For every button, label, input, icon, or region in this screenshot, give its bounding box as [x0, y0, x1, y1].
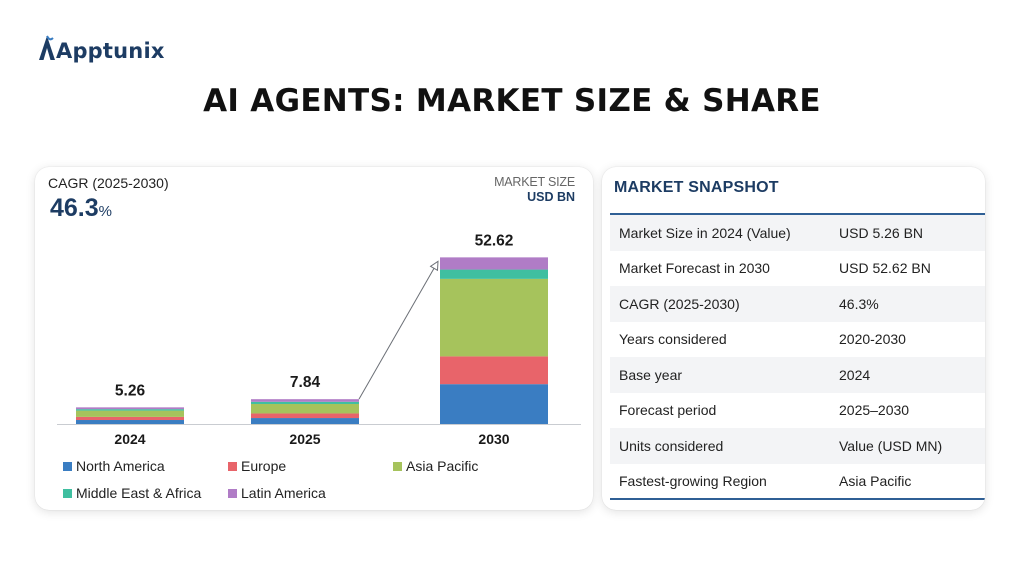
bar-segment — [440, 269, 548, 279]
snapshot-value: USD 5.26 BN — [839, 224, 924, 241]
legend-label: Middle East & Africa — [76, 485, 202, 501]
snapshot-value: 2020-2030 — [839, 331, 906, 348]
snapshot-title: MARKET SNAPSHOT — [614, 179, 779, 196]
brand-logo: Apptunix — [38, 30, 165, 64]
legend-item: Latin America — [228, 485, 326, 501]
trend-arrow-line — [358, 261, 439, 400]
bar-segment — [76, 420, 184, 424]
bar-segment — [440, 278, 548, 357]
cagr-label: CAGR (2025-2030) — [48, 175, 169, 191]
legend-label: Latin America — [241, 485, 326, 501]
market-size-unit: USD BN — [527, 190, 575, 204]
legend-label: Asia Pacific — [406, 458, 479, 474]
snapshot-key: Base year — [619, 366, 683, 383]
snapshot-top-rule — [610, 213, 985, 215]
market-snapshot-card: MARKET SNAPSHOT Market Size in 2024 (Val… — [602, 167, 985, 510]
legend-swatch — [228, 461, 237, 471]
bar-total-label: 7.84 — [290, 374, 321, 391]
trend-arrow-head-icon — [429, 260, 439, 272]
snapshot-key: Units considered — [619, 437, 724, 454]
snapshot-key: Market Size in 2024 (Value) — [619, 224, 791, 241]
snapshot-key: Fastest-growing Region — [619, 473, 767, 490]
table-row: Market Forecast in 2030 USD 52.62 BN — [610, 250, 985, 286]
legend-swatch — [393, 461, 402, 471]
bar-segment — [76, 409, 184, 411]
bar-segment — [251, 418, 359, 424]
bar-segment — [440, 356, 548, 385]
bar-total-label: 5.26 — [115, 382, 146, 399]
snapshot-key: Market Forecast in 2030 — [619, 260, 770, 277]
bar-segment — [251, 401, 359, 404]
legend-swatch — [63, 461, 72, 471]
stacked-bar-chart: 5.26 2024 7.84 2025 52.62 2030 — [57, 232, 581, 447]
x-tick-label: 2024 — [114, 431, 145, 447]
bar-total-label: 52.62 — [475, 232, 514, 249]
legend-label: Europe — [241, 458, 287, 474]
cagr-number: 46.3 — [50, 194, 99, 222]
table-row: Years considered 2020-2030 — [610, 321, 985, 357]
snapshot-key: Years considered — [619, 331, 727, 348]
cagr-percent-sign: % — [98, 203, 113, 220]
page-title: AI AGENTS: MARKET SIZE & SHARE — [203, 83, 821, 119]
chart-card: 5.26 2024 7.84 2025 52.62 2030 CAGR (2025-203… — [35, 167, 593, 510]
bar-segment — [440, 384, 548, 424]
bar-segment — [251, 403, 359, 414]
snapshot-value: 2025–2030 — [839, 402, 910, 419]
snapshot-value: 46.3% — [839, 295, 879, 312]
bar-segment — [251, 413, 359, 419]
legend-swatch — [63, 488, 72, 498]
bar-segment — [76, 407, 184, 410]
legend-swatch — [228, 488, 237, 498]
cagr-value: 46.3% — [50, 194, 112, 223]
table-row: Market Size in 2024 (Value) USD 5.26 BN — [610, 215, 985, 251]
bar-segment — [76, 410, 184, 417]
market-size-label: MARKET SIZE — [494, 175, 575, 189]
x-tick-label: 2025 — [289, 431, 320, 447]
snapshot-value: Asia Pacific — [839, 473, 912, 490]
bar-segment — [251, 399, 359, 402]
snapshot-value: 2024 — [839, 366, 871, 383]
bar-segment — [76, 416, 184, 421]
snapshot-value: USD 52.62 BN — [839, 260, 931, 277]
legend-item: Asia Pacific — [393, 458, 478, 474]
snapshot-key: CAGR (2025-2030) — [619, 295, 740, 312]
brand-logo-icon — [39, 35, 55, 60]
snapshot-value: Value (USD MN) — [839, 437, 943, 454]
x-tick-label: 2030 — [478, 431, 509, 447]
legend-label: North America — [76, 458, 165, 474]
snapshot-key: Forecast period — [619, 402, 717, 419]
brand-name: Apptunix — [56, 39, 165, 63]
table-row: CAGR (2025-2030) 46.3% — [610, 286, 985, 322]
legend-item: Middle East & Africa — [63, 485, 201, 501]
snapshot-table: Market Size in 2024 (Value) USD 5.26 BN Ma… — [610, 215, 985, 499]
legend-item: North America — [63, 458, 165, 474]
legend-item: Europe — [228, 458, 286, 474]
table-row: Base year 2024 — [610, 357, 985, 393]
snapshot-bottom-rule — [610, 498, 985, 500]
table-row: Units considered Value (USD MN) — [610, 428, 985, 464]
table-row: Forecast period 2025–2030 — [610, 392, 985, 428]
table-row: Fastest-growing Region Asia Pacific — [610, 463, 985, 499]
bar-segment — [440, 257, 548, 270]
